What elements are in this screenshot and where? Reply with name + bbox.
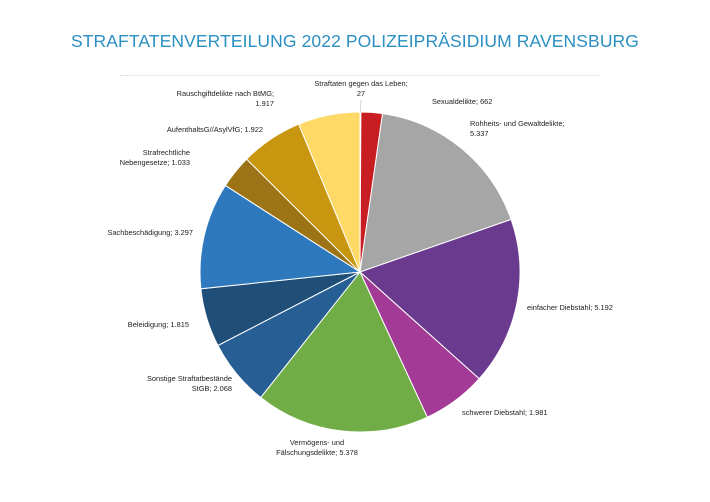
slice-label: einfacher Diebstahl; 5.192 — [527, 303, 613, 312]
slice-label-line: Straftaten gegen das Leben; — [314, 79, 407, 88]
title-divider — [120, 75, 600, 76]
slice-label-line: einfacher Diebstahl; 5.192 — [527, 303, 613, 312]
slice-label-line: schwerer Diebstahl; 1.981 — [462, 408, 547, 417]
slice-label-line: Vermögens- und — [290, 438, 344, 447]
pie-slice — [260, 271, 428, 433]
slice-label-line: AufenthaltsG//AsylVfG; 1.922 — [167, 125, 263, 134]
pie-slice — [199, 184, 362, 290]
slice-label-line: Sexualdelikte; 662 — [432, 97, 492, 106]
slice-label-line: Sonstige Straftatbestände — [147, 374, 232, 383]
slice-label-line: Rohheits- und Gewaltdelikte; — [470, 119, 565, 128]
slice-label: Beleidigung; 1.815 — [128, 320, 189, 329]
slice-label: AufenthaltsG//AsylVfG; 1.922 — [167, 125, 263, 134]
pie-slice — [298, 111, 361, 273]
slice-label: Rohheits- und Gewaltdelikte; 5.337 — [470, 119, 565, 138]
slice-label: Rauschgiftdelikte nach BtMG; 1.917 — [177, 89, 274, 108]
slice-label-line: Rauschgiftdelikte nach BtMG; — [177, 89, 274, 98]
slice-label: Straftaten gegen das Leben; 27 — [314, 79, 407, 98]
slice-label-line: Beleidigung; 1.815 — [128, 320, 189, 329]
slice-label: schwerer Diebstahl; 1.981 — [462, 408, 547, 417]
slice-label: Strafrechtliche Nebengesetze; 1.033 — [120, 148, 190, 167]
slice-label-line: Fälschungsdelikte; 5.378 — [276, 448, 358, 457]
slice-label: Sonstige Straftatbestände StGB; 2.068 — [147, 374, 232, 393]
slice-label: Vermögens- und Fälschungsdelikte; 5.378 — [276, 438, 358, 457]
slice-label-line: Strafrechtliche — [143, 148, 190, 157]
chart-title: STRAFTATENVERTEILUNG 2022 POLIZEIPRÄSIDI… — [70, 31, 640, 51]
slice-label-line: 27 — [357, 89, 365, 98]
slice-label-line: 5.337 — [470, 129, 489, 138]
slice-label-line: Nebengesetze; 1.033 — [120, 158, 190, 167]
pie-slice — [359, 218, 521, 380]
leader-line — [360, 99, 362, 113]
slice-label-line: StGB; 2.068 — [192, 384, 232, 393]
slice-label: Sachbeschädigung; 3.297 — [108, 228, 193, 237]
slice-label-line: Sachbeschädigung; 3.297 — [108, 228, 193, 237]
slice-label: Sexualdelikte; 662 — [432, 97, 492, 106]
slice-label-line: 1.917 — [256, 99, 275, 108]
